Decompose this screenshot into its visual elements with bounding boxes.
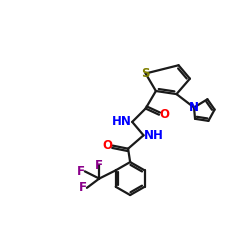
Text: HN: HN <box>112 116 132 128</box>
Text: S: S <box>141 67 150 80</box>
Text: F: F <box>79 181 87 194</box>
Text: F: F <box>77 165 85 178</box>
Text: O: O <box>159 108 169 121</box>
Text: O: O <box>103 139 113 152</box>
Text: N: N <box>189 101 199 114</box>
Text: NH: NH <box>144 129 164 142</box>
Text: F: F <box>95 159 103 172</box>
